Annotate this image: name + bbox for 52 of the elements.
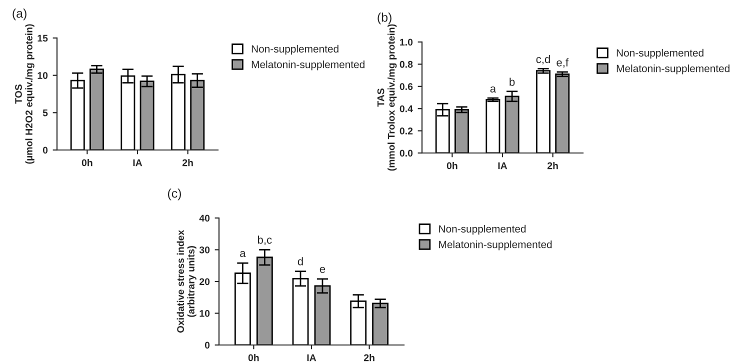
legend-label: Non-supplemented <box>439 224 526 235</box>
y-tick-label: 30 <box>199 246 210 254</box>
data-label: a <box>490 86 496 93</box>
x-tick-label: 2h <box>547 162 558 170</box>
x-tick-label: 2h <box>364 354 374 362</box>
y-axis-title: TOS (µmol H2O2 equiv./mg protein) <box>15 24 34 164</box>
y-tick-label: 0.4 <box>400 105 413 112</box>
x-tick-label: IA <box>133 159 142 166</box>
bar <box>140 80 154 150</box>
y-tick-label: 5 <box>42 110 48 116</box>
bar <box>555 73 570 153</box>
legend-label: Non-supplemented <box>616 48 704 59</box>
y-tick-label: 10 <box>38 72 48 79</box>
legend-label: Melatonin-supplemented <box>439 240 552 250</box>
y-tick-label: 0.8 <box>400 60 413 68</box>
y-tick-label: 0 <box>204 342 210 349</box>
bar <box>454 109 469 153</box>
data-label: b <box>510 78 515 86</box>
bar <box>536 70 550 153</box>
x-tick-label: 0h <box>248 354 259 362</box>
y-tick-label: 1.0 <box>400 38 413 46</box>
x-tick-label: 0h <box>446 162 458 170</box>
y-tick-label: 0.6 <box>400 83 413 90</box>
data-label: a <box>240 250 246 258</box>
bar <box>504 96 520 153</box>
data-label: b,c <box>258 236 272 246</box>
y-tick-label: 15 <box>38 34 48 42</box>
y-tick-label: 0 <box>42 146 48 154</box>
y-tick-label: 10 <box>200 310 210 317</box>
y-tick-label: 0.2 <box>400 128 413 134</box>
bar <box>486 99 500 153</box>
chart-title: (c) <box>168 188 181 200</box>
data-label: c,d <box>536 54 550 64</box>
x-tick-label: IA <box>498 162 508 170</box>
y-tick-label: 20 <box>199 278 210 286</box>
y-axis-title: TAS (mmol Trolox equiv./mg protein) <box>377 24 397 171</box>
chart-title: (a) <box>12 8 26 20</box>
y-tick-label: 0.0 <box>400 150 413 157</box>
y-axis-title: Oxidative stress index (arbitrary units) <box>176 230 196 333</box>
x-tick-label: IA <box>307 354 316 362</box>
x-tick-label: 2h <box>182 159 193 166</box>
chart-title: (b) <box>378 12 392 24</box>
bar <box>90 68 104 150</box>
x-tick-label: 0h <box>82 159 92 166</box>
legend-label: Non-supplemented <box>252 44 338 55</box>
data-label: e <box>320 266 326 273</box>
legend-label: Melatonin-supplemented <box>616 64 730 74</box>
bar <box>372 302 389 345</box>
data-label: d <box>298 257 303 266</box>
y-tick-label: 40 <box>199 214 210 222</box>
data-label: e,f <box>556 58 569 68</box>
legend-label: Melatonin-supplemented <box>252 60 364 70</box>
